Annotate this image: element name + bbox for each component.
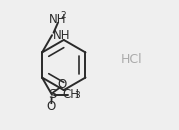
Text: S: S (48, 88, 56, 101)
Text: HCl: HCl (121, 53, 143, 66)
Text: 2: 2 (60, 11, 66, 20)
Text: O: O (57, 78, 66, 91)
Text: O: O (47, 100, 56, 113)
Text: CH: CH (63, 88, 80, 101)
Text: 3: 3 (74, 91, 80, 100)
Text: NH: NH (53, 29, 70, 42)
Text: NH: NH (49, 13, 66, 26)
